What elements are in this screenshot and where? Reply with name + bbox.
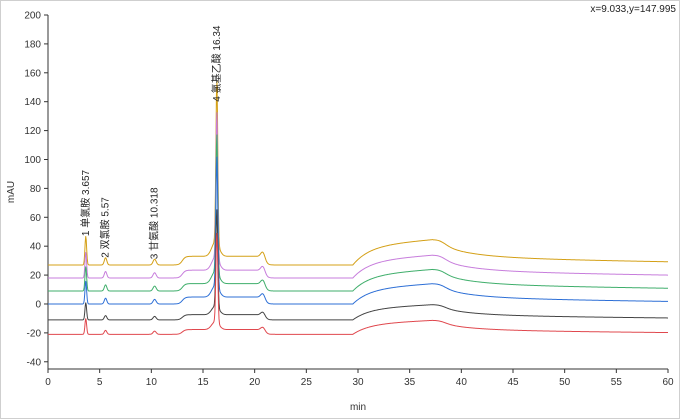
series-line bbox=[48, 233, 669, 335]
peak-label: 2 双氯胺 5.57 bbox=[99, 197, 112, 258]
series-line bbox=[48, 156, 668, 305]
axes: -40 -20 0 20 40 60 80 100 120 140 160 180 200 0 5 10 15… bbox=[6, 11, 674, 414]
x-tick-label: 45 bbox=[507, 377, 519, 388]
y-tick-label: 20 bbox=[30, 271, 42, 282]
y-tick-label: 100 bbox=[24, 155, 41, 166]
x-tick-label: 60 bbox=[662, 377, 674, 388]
x-tick-label: 30 bbox=[352, 377, 364, 388]
series-line bbox=[48, 209, 669, 321]
x-tick-label: 35 bbox=[404, 377, 416, 388]
y-tick-label: 200 bbox=[24, 11, 41, 22]
y-tick-label: 140 bbox=[24, 97, 41, 108]
x-tick-label: 55 bbox=[611, 377, 623, 388]
y-tick-label: 180 bbox=[24, 39, 41, 50]
x-axis-ticks: 0 5 10 15 20 25 30 35 40 45 50 55 60 bbox=[45, 369, 674, 388]
y-tick-label: 160 bbox=[24, 68, 41, 79]
x-tick-label: 25 bbox=[301, 377, 313, 388]
x-tick-label: 40 bbox=[456, 377, 468, 388]
series-line bbox=[48, 80, 669, 266]
y-tick-label: 40 bbox=[30, 242, 42, 253]
y-tick-label: -40 bbox=[27, 357, 42, 368]
x-tick-label: 0 bbox=[45, 377, 51, 388]
x-tick-label: 5 bbox=[97, 377, 103, 388]
x-tick-label: 15 bbox=[197, 377, 209, 388]
y-axis-ticks: -40 -20 0 20 40 60 80 100 120 140 160 180 200 bbox=[24, 11, 48, 368]
peak-label: 3 甘氨酸 10.318 bbox=[148, 187, 161, 259]
x-axis-title: min bbox=[350, 402, 366, 413]
y-tick-label: 0 bbox=[35, 299, 41, 310]
cursor-readout: x=9.033,y=147.995 bbox=[590, 4, 676, 15]
series-line bbox=[48, 112, 668, 279]
peak-annotations: 1 单氯胺 3.657 2 双氯胺 5.57 3 甘氨酸 10.318 4 氯基乙酸 … bbox=[79, 25, 223, 259]
peak-label: 4 氯基乙酸 16.34 bbox=[210, 25, 223, 102]
y-tick-label: -20 bbox=[27, 328, 42, 339]
y-axis-title: mAU bbox=[6, 181, 17, 203]
series-group bbox=[48, 80, 669, 335]
series-line bbox=[48, 134, 669, 292]
y-tick-label: 60 bbox=[30, 213, 42, 224]
y-tick-label: 120 bbox=[24, 126, 41, 137]
x-tick-label: 20 bbox=[249, 377, 261, 388]
y-tick-label: 80 bbox=[30, 184, 42, 195]
x-tick-label: 10 bbox=[146, 377, 158, 388]
peak-label: 1 单氯胺 3.657 bbox=[79, 169, 92, 236]
x-tick-label: 50 bbox=[559, 377, 571, 388]
